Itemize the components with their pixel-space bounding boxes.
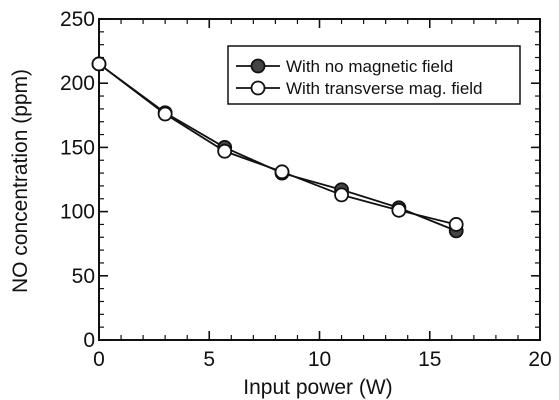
x-tick-label: 10 <box>308 348 331 371</box>
x-tick-label: 5 <box>203 348 215 371</box>
y-tick-label: 250 <box>60 8 95 31</box>
legend: With no magnetic field With transverse ma… <box>227 45 521 105</box>
series-2-point <box>391 202 407 218</box>
series-2-point <box>334 187 349 203</box>
y-tick-label: 50 <box>72 265 95 288</box>
y-axis-ticks: 0 50 100 150 200 250 <box>60 8 540 352</box>
legend-box <box>227 45 521 105</box>
x-axis-ticks: 0 5 10 15 20 <box>93 19 552 371</box>
legend-label-2: With transverse mag. field <box>286 79 483 98</box>
series-2-point <box>217 143 233 159</box>
y-axis-title: NO concentration (ppm) <box>9 69 32 293</box>
y-tick-label: 0 <box>83 329 95 352</box>
legend-marker-1 <box>250 58 266 74</box>
series-2-point <box>274 164 290 180</box>
x-tick-label: 20 <box>528 348 551 371</box>
series-2-point <box>448 217 464 232</box>
y-tick-label: 200 <box>60 72 95 95</box>
x-tick-label: 15 <box>418 348 441 371</box>
y-tick-label: 150 <box>60 136 95 159</box>
legend-marker-2 <box>250 80 266 96</box>
x-axis-title: Input power (W) <box>243 376 392 399</box>
legend-label-1: With no magnetic field <box>286 57 453 76</box>
y-tick-label: 100 <box>60 201 95 224</box>
series-layer <box>91 56 464 239</box>
series-2-point <box>157 106 173 122</box>
x-tick-label: 0 <box>93 348 105 371</box>
series-2-point <box>91 56 107 72</box>
